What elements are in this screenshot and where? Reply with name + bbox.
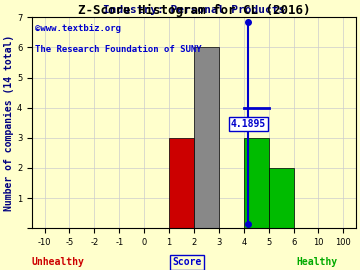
- Bar: [169, 138, 194, 228]
- Text: 4.1895: 4.1895: [231, 119, 266, 129]
- Y-axis label: Number of companies (14 total): Number of companies (14 total): [4, 35, 14, 211]
- Bar: [269, 168, 293, 228]
- Text: The Research Foundation of SUNY: The Research Foundation of SUNY: [35, 45, 202, 54]
- Text: ©www.textbiz.org: ©www.textbiz.org: [35, 23, 121, 33]
- Bar: [244, 138, 269, 228]
- Bar: [194, 47, 219, 228]
- Title: Z-Score Histogram for CL (2016): Z-Score Histogram for CL (2016): [78, 4, 310, 17]
- Text: Score: Score: [172, 257, 202, 267]
- Text: Industry: Personal Products: Industry: Personal Products: [103, 5, 285, 15]
- Text: Unhealthy: Unhealthy: [31, 257, 84, 267]
- Text: Healthy: Healthy: [296, 257, 337, 267]
